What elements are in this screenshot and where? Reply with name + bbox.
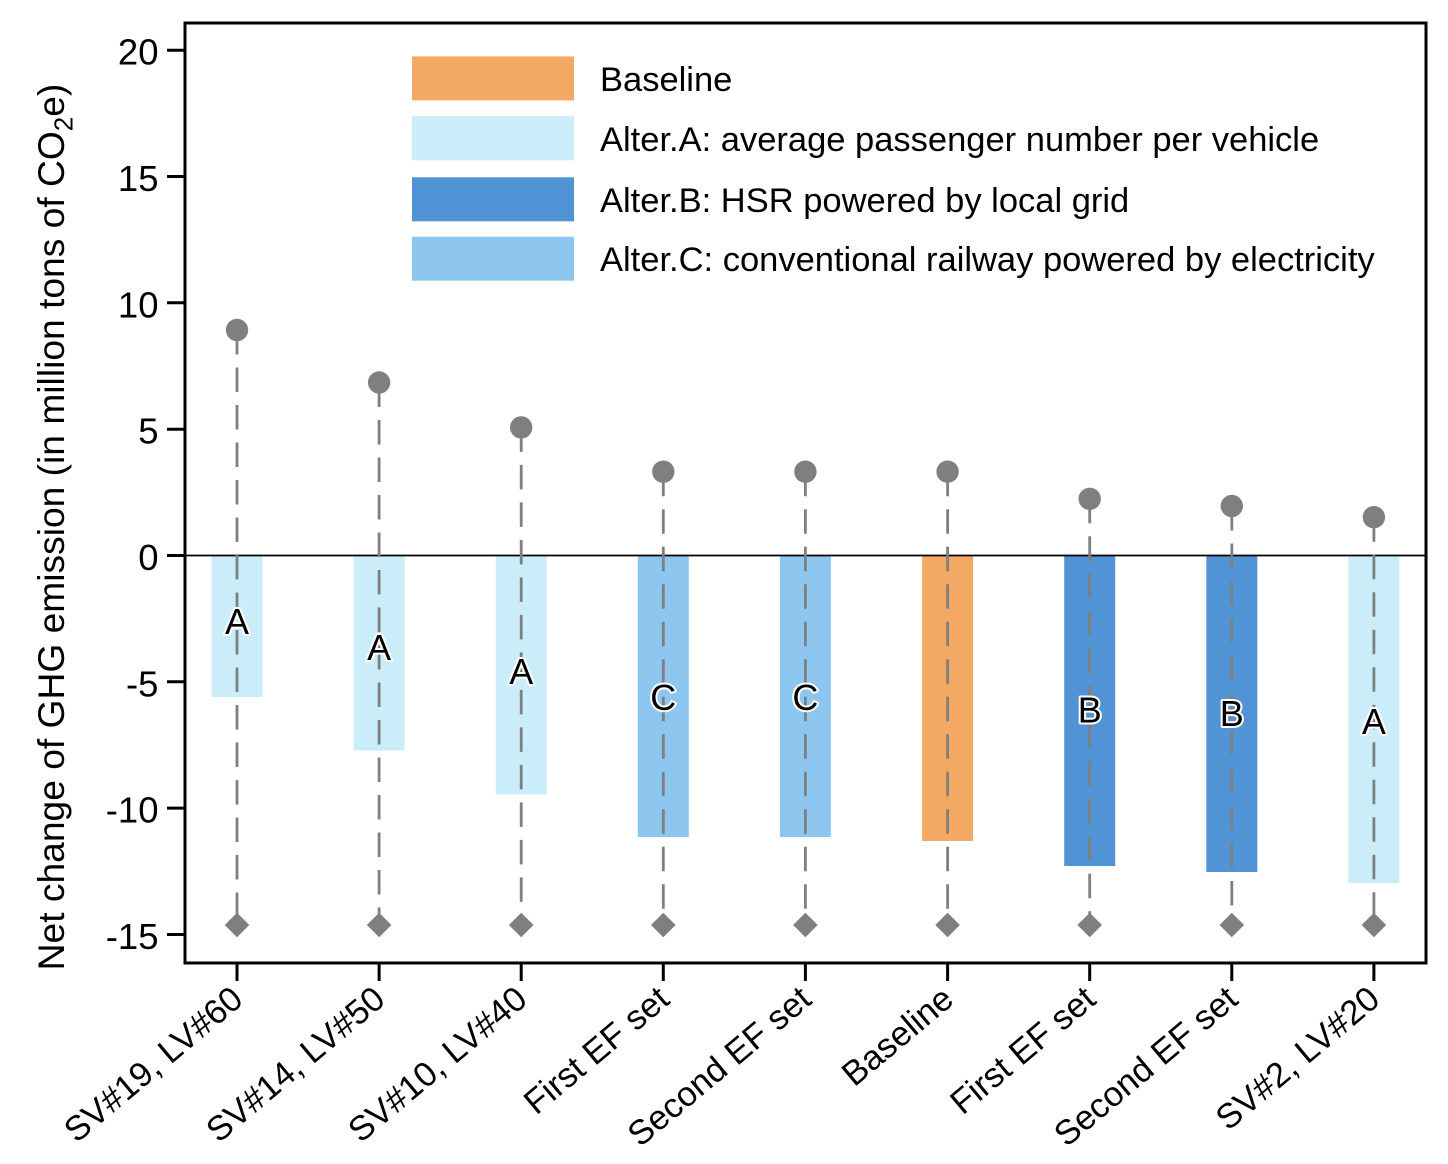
svg-text:0: 0 (138, 537, 158, 578)
svg-text:A: A (509, 651, 533, 692)
svg-text:15: 15 (118, 158, 159, 199)
svg-text:-15: -15 (106, 916, 159, 957)
svg-text:-5: -5 (126, 663, 158, 704)
svg-text:A: A (225, 601, 249, 642)
svg-text:C: C (792, 677, 818, 718)
svg-text:Alter.B: HSR powered by local: Alter.B: HSR powered by local grid (600, 182, 1129, 220)
svg-text:B: B (1078, 690, 1102, 731)
svg-text:10: 10 (118, 284, 159, 325)
svg-text:B: B (1220, 693, 1244, 734)
svg-text:A: A (367, 627, 391, 668)
svg-text:5: 5 (138, 411, 158, 452)
svg-text:A: A (1362, 701, 1386, 742)
svg-text:Alter.C: conventional railway: Alter.C: conventional railway powered by… (600, 241, 1375, 279)
svg-text:20: 20 (118, 32, 159, 73)
svg-text:-10: -10 (106, 790, 159, 831)
svg-text:C: C (650, 677, 676, 718)
svg-text:Net change of GHG emission (in: Net change of GHG emission (in million t… (30, 84, 78, 971)
svg-text:Baseline: Baseline (600, 61, 732, 99)
svg-text:Alter.A: average passenger num: Alter.A: average passenger number per ve… (600, 121, 1319, 159)
